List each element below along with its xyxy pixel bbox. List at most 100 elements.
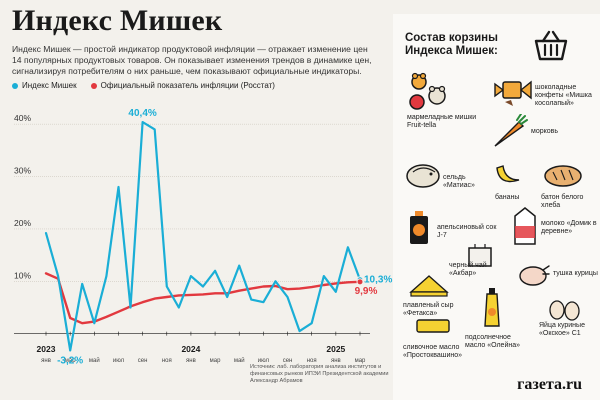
data-point	[335, 282, 337, 285]
x-tick-label: июл	[113, 358, 125, 364]
data-point	[298, 330, 301, 332]
basket-item-banana: бананы	[495, 194, 520, 201]
x-tick-label: мар	[210, 358, 221, 364]
basket-item-cheese: плавленый сыр «Фетакса»	[403, 302, 454, 317]
data-point	[165, 285, 168, 288]
legend-item-mishki: Индекс Мишек	[12, 81, 77, 90]
basket-title: Состав корзины Индекса Мишек:	[405, 32, 498, 57]
data-point	[286, 296, 289, 298]
year-label: 2025	[326, 344, 345, 354]
herring-icon	[406, 164, 440, 188]
carrot-icon	[494, 114, 528, 147]
data-point	[322, 275, 325, 277]
legend-dot-mishki	[12, 82, 18, 89]
data-point	[69, 317, 71, 319]
year-label: 2024	[181, 344, 200, 354]
data-point	[153, 128, 156, 131]
y-tick-label: 10%	[14, 270, 31, 280]
data-point	[250, 298, 253, 301]
basket-icon	[534, 30, 568, 61]
data-point	[69, 349, 71, 352]
year-label: 2023	[37, 344, 56, 354]
basket-item-butter: сливочное масло «Простоквашино»	[403, 344, 463, 359]
oil-icon	[484, 288, 500, 327]
basket-item-oil: подсолнечное масло «Олейна»	[465, 334, 521, 349]
data-point	[226, 296, 228, 298]
eggs-icon	[549, 300, 580, 321]
x-tick-label: сен	[283, 358, 293, 364]
data-point	[178, 306, 180, 309]
x-tick-label: ноя	[307, 358, 317, 364]
data-point	[190, 294, 192, 296]
chart-legend: Индекс Мишек Официальный показатель инфл…	[12, 81, 275, 90]
data-point	[298, 287, 301, 290]
legend-dot-rosstat	[90, 82, 97, 89]
data-point	[286, 288, 289, 290]
data-point	[335, 290, 337, 293]
chicken-icon	[519, 265, 550, 286]
y-tick-label: 30%	[14, 166, 31, 176]
data-point	[45, 232, 47, 234]
data-point	[214, 292, 216, 295]
banana-icon	[496, 165, 520, 183]
data-point	[274, 280, 277, 283]
bread-icon	[544, 165, 582, 187]
basket-item-bread: батон белого хлеба	[541, 194, 584, 209]
gummy-bears-icon	[409, 72, 446, 110]
data-point	[190, 275, 192, 277]
data-point	[141, 301, 144, 304]
x-tick-label: янв	[41, 358, 51, 364]
basket-item-juice: апельсиновый сок J-7	[437, 224, 497, 239]
data-point	[45, 272, 47, 275]
tea-icon	[468, 244, 492, 267]
x-tick-label: май	[234, 357, 245, 364]
source-note: Источник: лаб. лаборатория анализа инсти…	[250, 364, 389, 384]
x-tick-label: июл	[258, 358, 270, 364]
x-tick-label: сен	[138, 358, 148, 364]
legend-label-rosstat: Официальный показатель инфляции (Росстат…	[100, 81, 275, 90]
data-point	[347, 246, 349, 249]
data-point	[117, 310, 120, 313]
data-point	[347, 281, 349, 284]
annotation-label: -3,2%	[57, 355, 83, 366]
juice-icon	[410, 211, 428, 244]
page-title: Индекс Мишек	[12, 4, 223, 37]
data-point	[81, 322, 84, 324]
annotation-label: 10,3%	[364, 275, 392, 286]
data-point	[105, 275, 108, 277]
legend-item-rosstat: Официальный показатель инфляции (Росстат…	[90, 81, 275, 90]
annotation-label: 40,4%	[128, 108, 156, 119]
data-point	[322, 284, 325, 286]
brand-logo: газета.ru	[517, 376, 582, 393]
annotation-label: 9,9%	[355, 286, 378, 297]
x-tick-label: янв	[186, 358, 196, 364]
legend-label-mishki: Индекс Мишек	[22, 81, 77, 90]
x-tick-label: май	[89, 357, 100, 364]
basket-item-chicken: тушка курицы	[553, 270, 598, 277]
data-point	[165, 296, 168, 298]
end-marker	[356, 278, 364, 286]
basket-item-tea: черный чай «Акбар»	[449, 262, 487, 277]
candy-icon	[494, 80, 532, 106]
data-point	[153, 297, 156, 300]
data-point	[178, 294, 180, 297]
basket-item-candy: шоколадные конфеты «Мишка косолапый»	[535, 84, 592, 107]
data-point	[129, 306, 132, 309]
data-point	[93, 322, 96, 324]
data-point	[238, 289, 241, 292]
basket-item-milk: молоко «Домик в деревне»	[541, 220, 597, 235]
basket-item-carrot: морковь	[531, 128, 558, 135]
butter-icon	[416, 319, 450, 333]
data-point	[262, 285, 265, 288]
data-point	[81, 283, 84, 285]
data-point	[141, 121, 144, 123]
series-line-mishki	[44, 121, 362, 352]
chart-description: Индекс Мишек — простой индикатор продукт…	[12, 44, 372, 76]
basket-item-herring: сельдь «Матиас»	[443, 174, 475, 189]
data-point	[274, 285, 277, 287]
data-point	[310, 286, 313, 288]
y-tick-label: 40%	[14, 113, 31, 123]
data-point	[202, 285, 204, 288]
x-tick-label: ноя	[162, 358, 172, 364]
